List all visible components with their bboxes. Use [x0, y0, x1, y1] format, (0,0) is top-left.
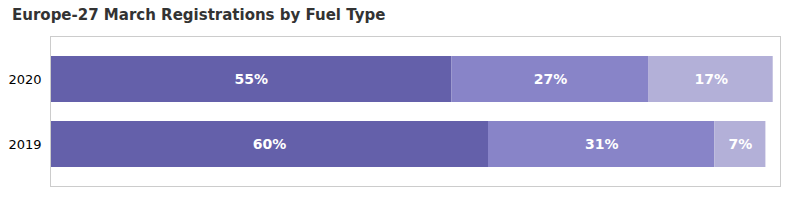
svg-text:31%: 31% [585, 136, 619, 152]
svg-text:2020: 2020 [8, 72, 41, 87]
svg-text:27%: 27% [534, 71, 568, 87]
svg-text:55%: 55% [234, 71, 268, 87]
svg-text:60%: 60% [253, 136, 287, 152]
svg-text:17%: 17% [694, 71, 728, 87]
svg-text:7%: 7% [728, 136, 752, 152]
svg-text:2019: 2019 [8, 137, 41, 152]
html-text:Europe-27 March Registrations: Europe-27 March Registrations by Fuel Ty… [12, 6, 386, 24]
